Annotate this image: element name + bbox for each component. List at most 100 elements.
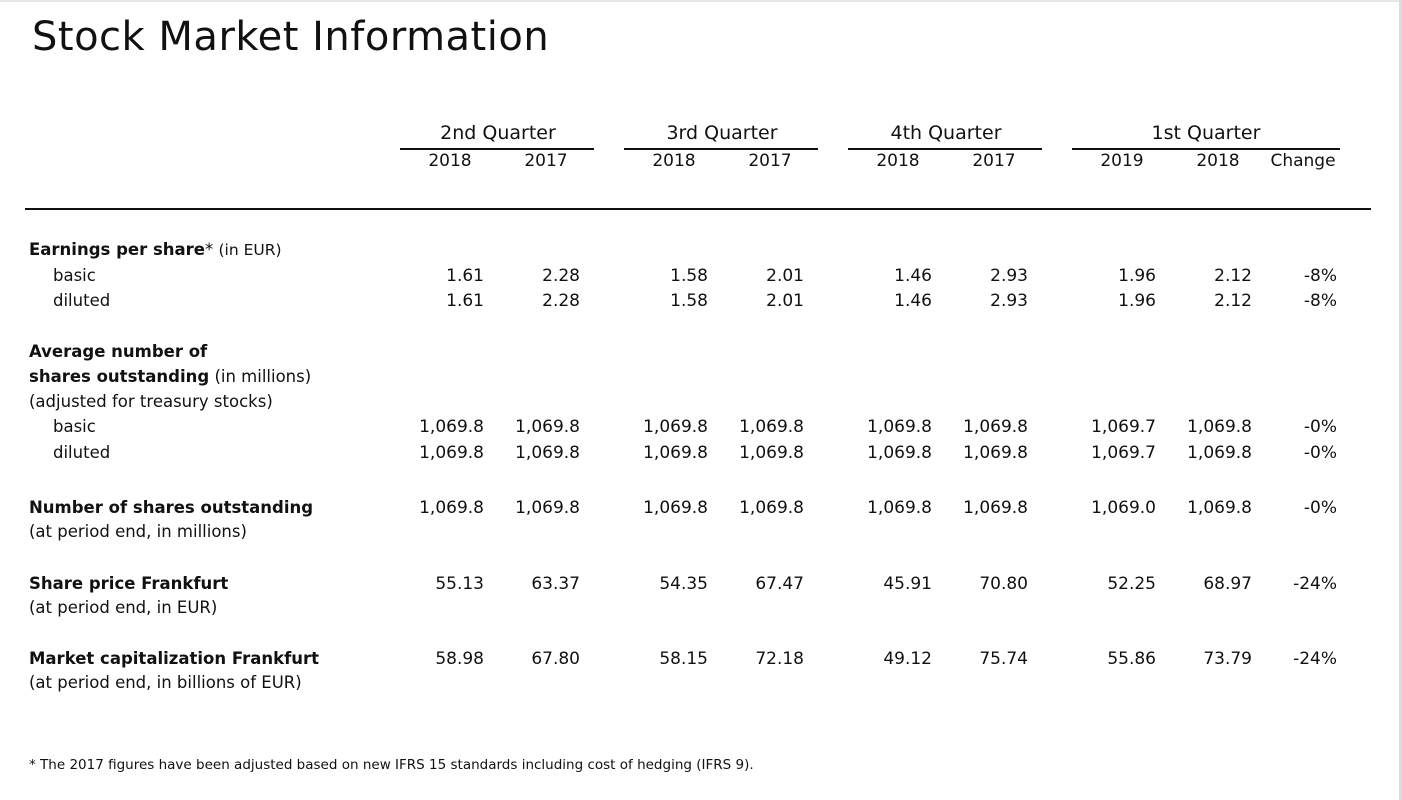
nso-subtitle: (at period end, in millions) <box>29 522 247 541</box>
nso-value-3: 1,069.8 <box>739 498 804 518</box>
eps-basic-value-1: 2.28 <box>542 266 580 286</box>
eps-diluted-value-0: 1.61 <box>446 291 484 311</box>
col-q1-2018: 2018 <box>1196 151 1240 171</box>
page-title: Stock Market Information <box>32 14 550 60</box>
avg-diluted-value-7: 1,069.8 <box>1187 443 1252 463</box>
price-value-4: 45.91 <box>883 574 932 594</box>
price-value-2: 54.35 <box>659 574 708 594</box>
eps-diluted-value-5: 2.93 <box>990 291 1028 311</box>
nso-value-1: 1,069.8 <box>515 498 580 518</box>
col-q3-2017: 2017 <box>748 151 792 171</box>
avg-diluted-value-4: 1,069.8 <box>867 443 932 463</box>
eps-basic-value-8: -8% <box>1303 266 1337 286</box>
avg-diluted-value-0: 1,069.8 <box>419 443 484 463</box>
avg-diluted-value-1: 1,069.8 <box>515 443 580 463</box>
avg-diluted-value-8: -0% <box>1303 443 1337 463</box>
eps-title: Earnings per share <box>29 240 205 259</box>
mcap-value-5: 75.74 <box>979 649 1028 669</box>
avg-basic-value-4: 1,069.8 <box>867 417 932 437</box>
mcap-subtitle: (at period end, in billions of EUR) <box>29 673 302 692</box>
avg-heading-line1: Average number of <box>29 342 207 361</box>
footnote: * The 2017 figures have been adjusted ba… <box>29 757 754 773</box>
nso-value-4: 1,069.8 <box>867 498 932 518</box>
avg-heading-line2: shares outstanding (in millions) <box>29 367 311 386</box>
mcap-value-8: -24% <box>1293 649 1337 669</box>
avg-basic-value-3: 1,069.8 <box>739 417 804 437</box>
eps-heading: Earnings per share* (in EUR) <box>29 240 282 259</box>
header-rule <box>25 208 1371 210</box>
mcap-value-0: 58.98 <box>435 649 484 669</box>
top-border <box>0 0 1402 2</box>
quarter-header-q3: 3rd Quarter <box>666 122 778 144</box>
quarter-header-q2: 2nd Quarter <box>440 122 556 144</box>
eps-unit: (in EUR) <box>218 241 282 259</box>
avg-basic-value-7: 1,069.8 <box>1187 417 1252 437</box>
quarter-underline-q1 <box>1072 148 1340 150</box>
avg-diluted-value-2: 1,069.8 <box>643 443 708 463</box>
mcap-heading: Market capitalization Frankfurt <box>29 649 319 668</box>
col-q2-2018: 2018 <box>428 151 472 171</box>
mcap-title: Market capitalization Frankfurt <box>29 649 320 668</box>
mcap-value-3: 72.18 <box>755 649 804 669</box>
avg-basic-label: basic <box>53 417 96 436</box>
mcap-value-4: 49.12 <box>883 649 932 669</box>
price-title: Share price Frankfurt <box>29 574 229 593</box>
eps-diluted-value-4: 1.46 <box>894 291 932 311</box>
eps-diluted-label: diluted <box>53 291 111 310</box>
price-heading: Share price Frankfurt <box>29 574 228 593</box>
mcap-value-7: 73.79 <box>1203 649 1252 669</box>
eps-basic-value-7: 2.12 <box>1214 266 1252 286</box>
avg-unit: (in millions) <box>214 367 312 386</box>
avg-basic-value-2: 1,069.8 <box>643 417 708 437</box>
col-q1-2019: 2019 <box>1100 151 1144 171</box>
eps-diluted-value-3: 2.01 <box>766 291 804 311</box>
quarter-underline-q4 <box>848 148 1042 150</box>
eps-basic-value-2: 1.58 <box>670 266 708 286</box>
eps-asterisk: * <box>204 240 214 259</box>
eps-diluted-value-7: 2.12 <box>1214 291 1252 311</box>
price-value-1: 63.37 <box>531 574 580 594</box>
avg-basic-value-6: 1,069.7 <box>1091 417 1156 437</box>
price-value-3: 67.47 <box>755 574 804 594</box>
avg-basic-value-8: -0% <box>1303 417 1337 437</box>
price-value-8: -24% <box>1293 574 1337 594</box>
col-q4-2017: 2017 <box>972 151 1016 171</box>
nso-title: Number of shares outstanding <box>29 498 314 517</box>
nso-value-2: 1,069.8 <box>643 498 708 518</box>
eps-diluted-value-2: 1.58 <box>670 291 708 311</box>
quarter-header-q4: 4th Quarter <box>890 122 1002 144</box>
mcap-value-1: 67.80 <box>531 649 580 669</box>
nso-value-0: 1,069.8 <box>419 498 484 518</box>
avg-diluted-value-5: 1,069.8 <box>963 443 1028 463</box>
price-value-5: 70.80 <box>979 574 1028 594</box>
col-q4-2018: 2018 <box>876 151 920 171</box>
eps-diluted-value-6: 1.96 <box>1118 291 1156 311</box>
price-subtitle: (at period end, in EUR) <box>29 598 218 617</box>
nso-value-6: 1,069.0 <box>1091 498 1156 518</box>
avg-basic-value-1: 1,069.8 <box>515 417 580 437</box>
col-q3-2018: 2018 <box>652 151 696 171</box>
eps-basic-value-6: 1.96 <box>1118 266 1156 286</box>
avg-diluted-value-6: 1,069.7 <box>1091 443 1156 463</box>
price-value-0: 55.13 <box>435 574 484 594</box>
avg-basic-value-5: 1,069.8 <box>963 417 1028 437</box>
price-value-7: 68.97 <box>1203 574 1252 594</box>
col-q2-2017: 2017 <box>524 151 568 171</box>
quarter-underline-q2 <box>400 148 594 150</box>
eps-basic-value-4: 1.46 <box>894 266 932 286</box>
avg-title-2: shares outstanding <box>29 367 210 386</box>
eps-basic-value-5: 2.93 <box>990 266 1028 286</box>
nso-heading: Number of shares outstanding <box>29 498 313 517</box>
avg-heading-line3: (adjusted for treasury stocks) <box>29 392 273 411</box>
eps-diluted-value-1: 2.28 <box>542 291 580 311</box>
right-border <box>1399 0 1402 800</box>
eps-basic-value-3: 2.01 <box>766 266 804 286</box>
nso-value-5: 1,069.8 <box>963 498 1028 518</box>
nso-value-8: -0% <box>1303 498 1337 518</box>
quarter-header-q1: 1st Quarter <box>1151 122 1261 144</box>
mcap-value-6: 55.86 <box>1107 649 1156 669</box>
price-value-6: 52.25 <box>1107 574 1156 594</box>
avg-basic-value-0: 1,069.8 <box>419 417 484 437</box>
avg-title-1: Average number of <box>29 342 208 361</box>
avg-diluted-label: diluted <box>53 443 111 462</box>
